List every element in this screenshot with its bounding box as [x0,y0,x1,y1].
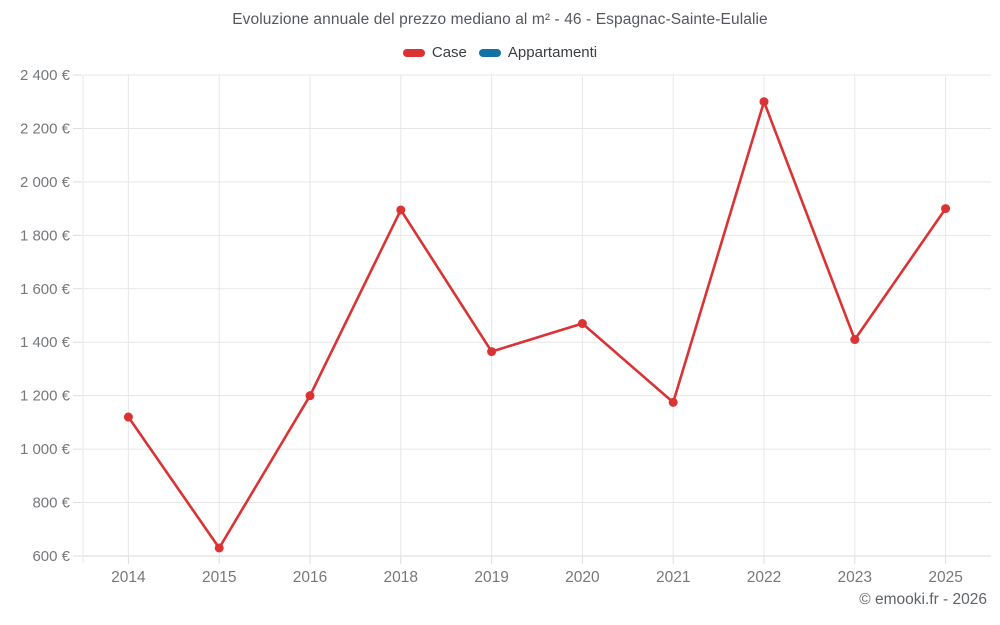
y-axis-label-1400: 1 400 € [20,334,71,351]
x-axis-label-2023: 2023 [838,569,872,586]
y-axis-label-2400: 2 400 € [20,67,71,84]
legend-swatch-case [402,48,425,57]
x-axis-label-2015: 2015 [202,569,236,586]
y-axis-label-2200: 2 200 € [20,120,71,137]
x-axis-label-2018: 2018 [384,569,418,586]
data-point-case-2016[interactable] [305,391,315,401]
legend-swatch-appartamenti [478,48,501,57]
data-point-case-2025[interactable] [941,204,951,214]
chart-legend: Case Appartamenti [0,44,1000,61]
y-axis-label-1600: 1 600 € [20,281,71,298]
legend-label-case: Case [431,44,467,61]
data-point-case-2015[interactable] [214,543,224,553]
y-axis-label-600: 600 € [32,548,70,565]
y-axis-label-2000: 2 000 € [20,174,71,191]
data-point-case-2022[interactable] [759,97,769,107]
y-axis-label-800: 800 € [32,495,70,512]
data-point-case-2023[interactable] [850,335,860,345]
data-point-case-2020[interactable] [577,319,587,329]
data-point-case-2014[interactable] [123,412,133,422]
x-axis-label-2022: 2022 [747,569,781,586]
legend-label-appartamenti: Appartamenti [507,44,598,61]
y-axis-label-1000: 1 000 € [20,441,71,458]
data-point-case-2019[interactable] [487,347,497,357]
data-point-case-2021[interactable] [668,397,678,407]
data-point-case-2018[interactable] [396,205,406,215]
series-line-case [127,100,947,550]
x-axis-label-2019: 2019 [474,569,508,586]
x-axis-label-2014: 2014 [111,569,146,586]
x-axis-label-2021: 2021 [656,569,690,586]
chart-title: Evoluzione annuale del prezzo mediano al… [232,11,768,28]
legend-item-appartamenti[interactable]: Appartamenti [478,44,598,61]
copyright-footer: © emooki.fr - 2026 [859,591,987,608]
y-axis-label-1800: 1 800 € [20,227,71,244]
x-axis-label-2025: 2025 [928,569,962,586]
x-axis-label-2016: 2016 [293,569,327,586]
legend-item-case[interactable]: Case [402,44,467,61]
price-trend-line-chart: 600 € 800 € 1 000 € 1 200 € 1 400 € 1 600 € 1 … [20,67,991,586]
x-axis-label-2020: 2020 [565,569,600,586]
y-axis-label-1200: 1 200 € [20,388,71,405]
